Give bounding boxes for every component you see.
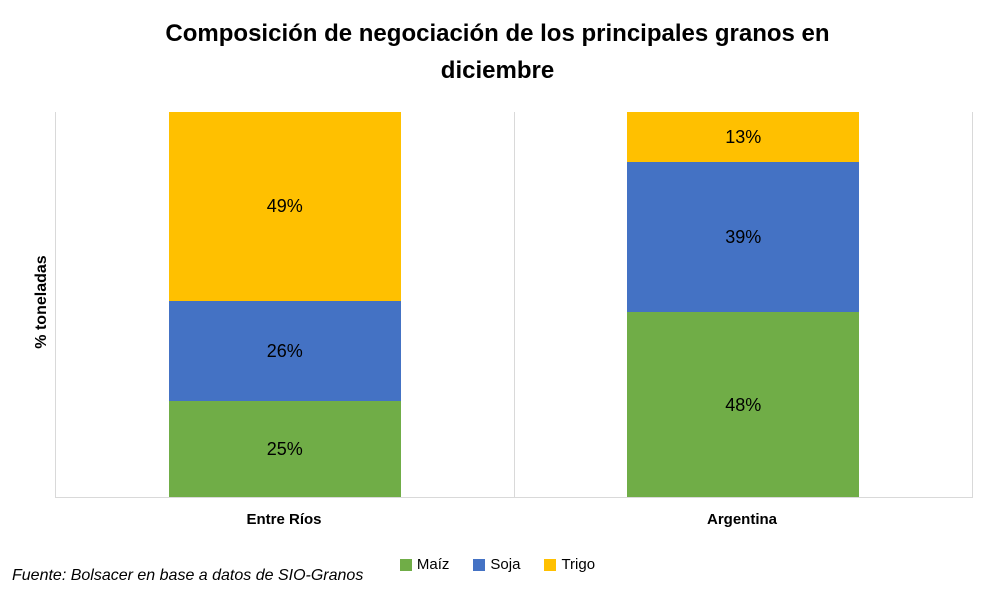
bar-segment-maiz: 48% bbox=[627, 312, 860, 497]
bar-segment-soja: 26% bbox=[168, 300, 401, 401]
bar-segment-soja: 39% bbox=[627, 162, 860, 313]
plot-area: 25% 26% 49% 48% 39% 13% bbox=[55, 112, 973, 498]
trigo-color-swatch bbox=[544, 558, 557, 571]
legend-item-soja: Soja bbox=[473, 556, 520, 573]
x-axis: Entre Ríos Argentina bbox=[55, 511, 971, 528]
legend-label-maiz: Maíz bbox=[416, 556, 450, 573]
source-note: Fuente: Bolsacer en base a datos de SIO-… bbox=[12, 567, 364, 584]
bar-segment-trigo: 13% bbox=[627, 112, 860, 163]
panel-argentina: 48% 39% 13% bbox=[515, 112, 973, 497]
chart-title: Composición de negociación de los princi… bbox=[0, 15, 995, 89]
legend-item-maiz: Maíz bbox=[399, 556, 450, 573]
maiz-color-swatch bbox=[399, 558, 412, 571]
legend-label-trigo: Trigo bbox=[561, 556, 596, 573]
data-label-maiz: 25% bbox=[266, 438, 303, 459]
data-label-trigo: 13% bbox=[725, 127, 762, 148]
y-axis-title: % toneladas bbox=[33, 255, 50, 349]
chart-title-line-1: Composición de negociación de los princi… bbox=[165, 20, 830, 47]
legend-label-soja: Soja bbox=[490, 556, 521, 573]
data-label-maiz: 48% bbox=[725, 394, 762, 415]
bar-segment-maiz: 25% bbox=[168, 400, 401, 497]
data-label-trigo: 49% bbox=[266, 196, 303, 217]
panel-entre-rios: 25% 26% 49% bbox=[56, 112, 515, 497]
soja-color-swatch bbox=[473, 558, 486, 571]
x-label-argentina: Argentina bbox=[706, 511, 777, 528]
legend: Maíz Soja Trigo bbox=[0, 556, 995, 573]
bar-argentina: 48% 39% 13% bbox=[627, 112, 860, 497]
bar-entre-rios: 25% 26% 49% bbox=[168, 112, 401, 497]
x-label-entre-rios: Entre Ríos bbox=[246, 511, 322, 528]
data-label-soja: 39% bbox=[725, 227, 762, 248]
bar-segment-trigo: 49% bbox=[168, 112, 401, 301]
legend-item-trigo: Trigo bbox=[544, 556, 595, 573]
chart-title-line-2: diciembre bbox=[440, 57, 555, 84]
data-label-soja: 26% bbox=[266, 340, 303, 361]
